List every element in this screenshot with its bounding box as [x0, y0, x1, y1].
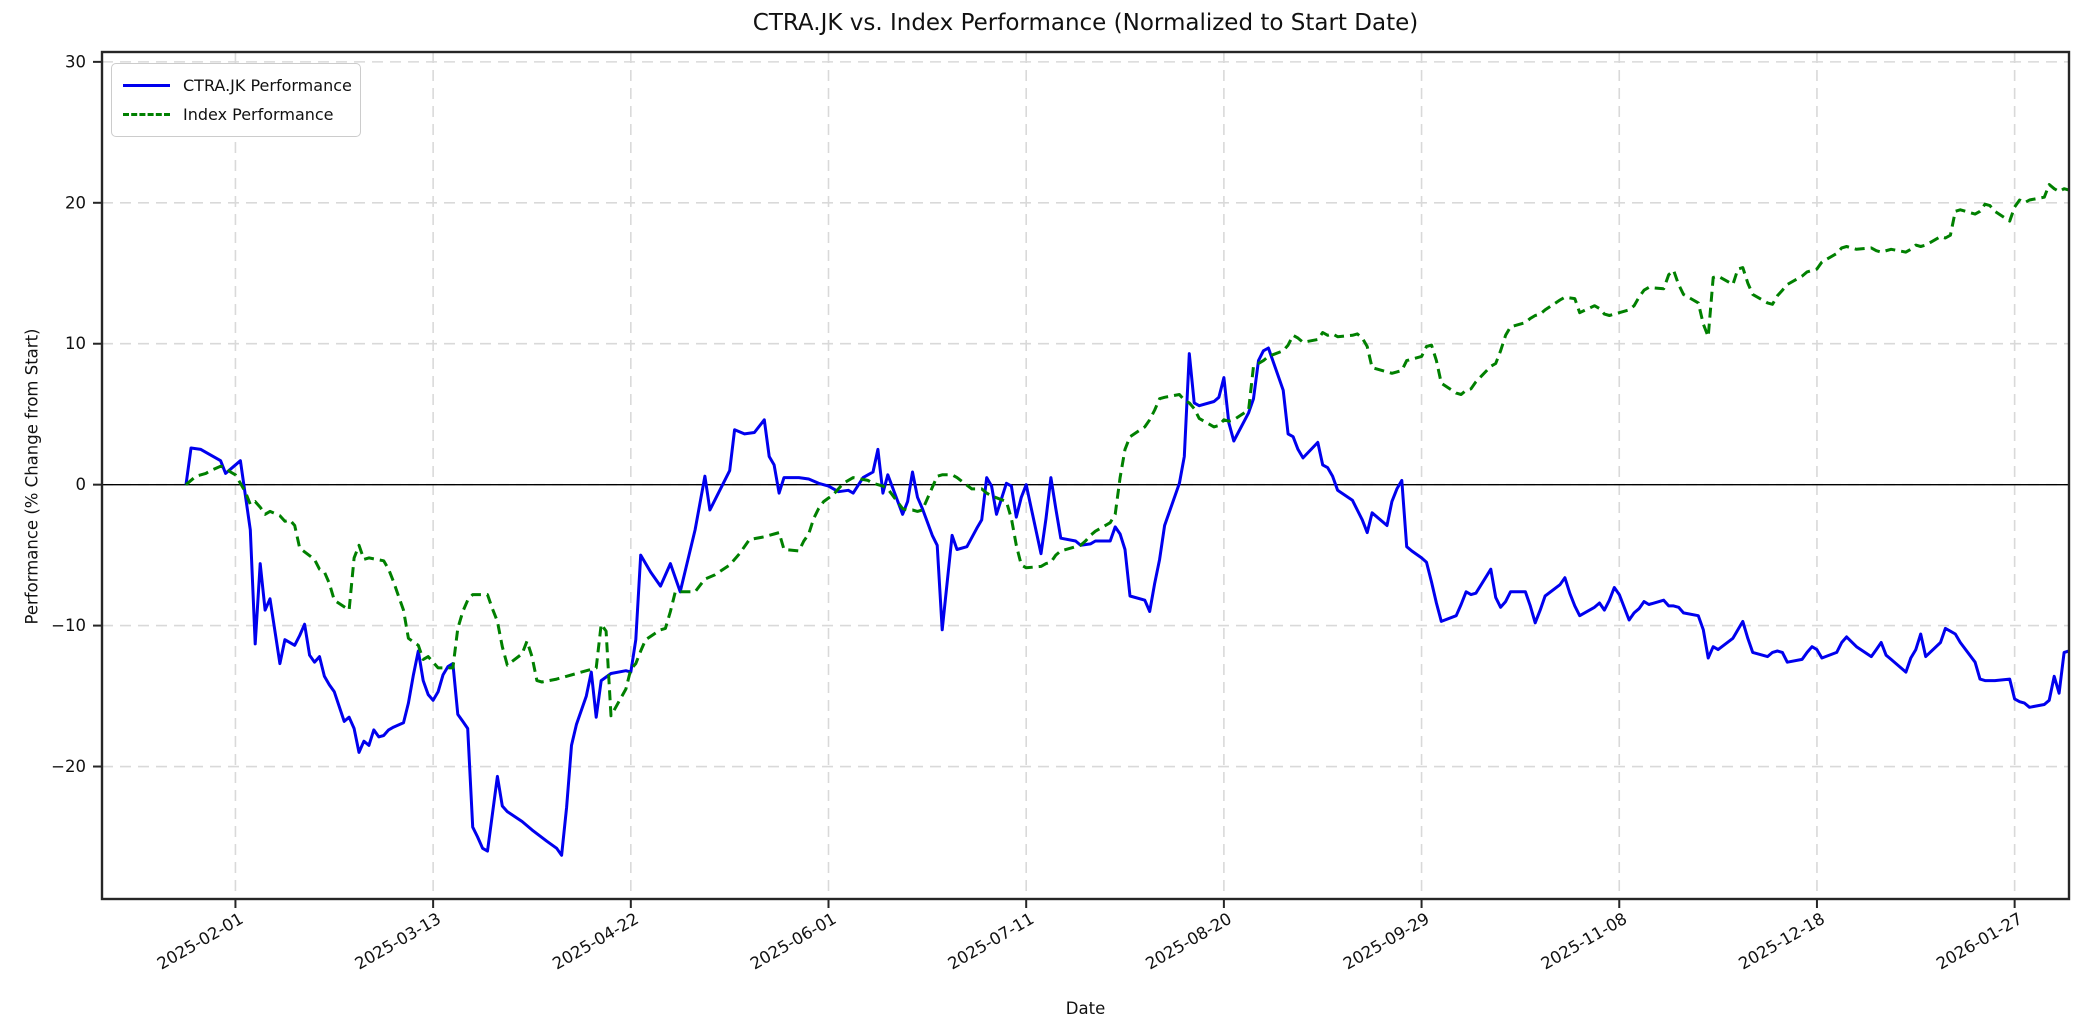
x-tick-label: 2025-12-18 — [1735, 909, 1828, 973]
index-line-sample-icon — [123, 113, 170, 116]
ctra-performance-line — [184, 346, 2070, 857]
x-tick-label: 2025-08-20 — [1142, 909, 1235, 973]
index-performance-line — [185, 183, 2070, 718]
chart-title: CTRA.JK vs. Index Performance (Normalize… — [752, 10, 1419, 36]
y-tick-label: 30 — [65, 52, 86, 71]
legend-label-ctra: CTRA.JK Performance — [183, 76, 352, 95]
y-tick-label: −10 — [51, 616, 86, 635]
legend-item-ctra: CTRA.JK Performance — [123, 71, 352, 100]
y-axis-label: Performance (% Change from Start) — [22, 328, 42, 625]
ctra-line-sample-icon — [123, 84, 170, 87]
plot-frame — [100, 50, 2071, 901]
x-tick-label: 2025-04-22 — [549, 909, 642, 973]
x-tick-label: 2025-06-01 — [747, 909, 840, 973]
y-tick-label: −20 — [51, 757, 86, 776]
y-tick-label: 0 — [76, 475, 87, 494]
y-tick-label: 10 — [65, 334, 86, 353]
x-tick-label: 2025-03-13 — [352, 909, 445, 973]
x-tick-label: 2025-02-01 — [154, 909, 247, 973]
x-tick-label: 2025-11-08 — [1538, 909, 1631, 973]
x-tick-label: 2026-01-27 — [1933, 909, 2026, 973]
x-tick-label: 2025-09-29 — [1340, 909, 1433, 973]
x-axis-label: Date — [1065, 999, 1106, 1018]
legend-label-index: Index Performance — [183, 105, 334, 124]
legend-item-index: Index Performance — [123, 100, 348, 129]
y-tick-label: 20 — [65, 193, 86, 212]
x-tick-label: 2025-07-11 — [945, 909, 1038, 973]
legend: CTRA.JK Performance Index Performance — [111, 63, 361, 137]
